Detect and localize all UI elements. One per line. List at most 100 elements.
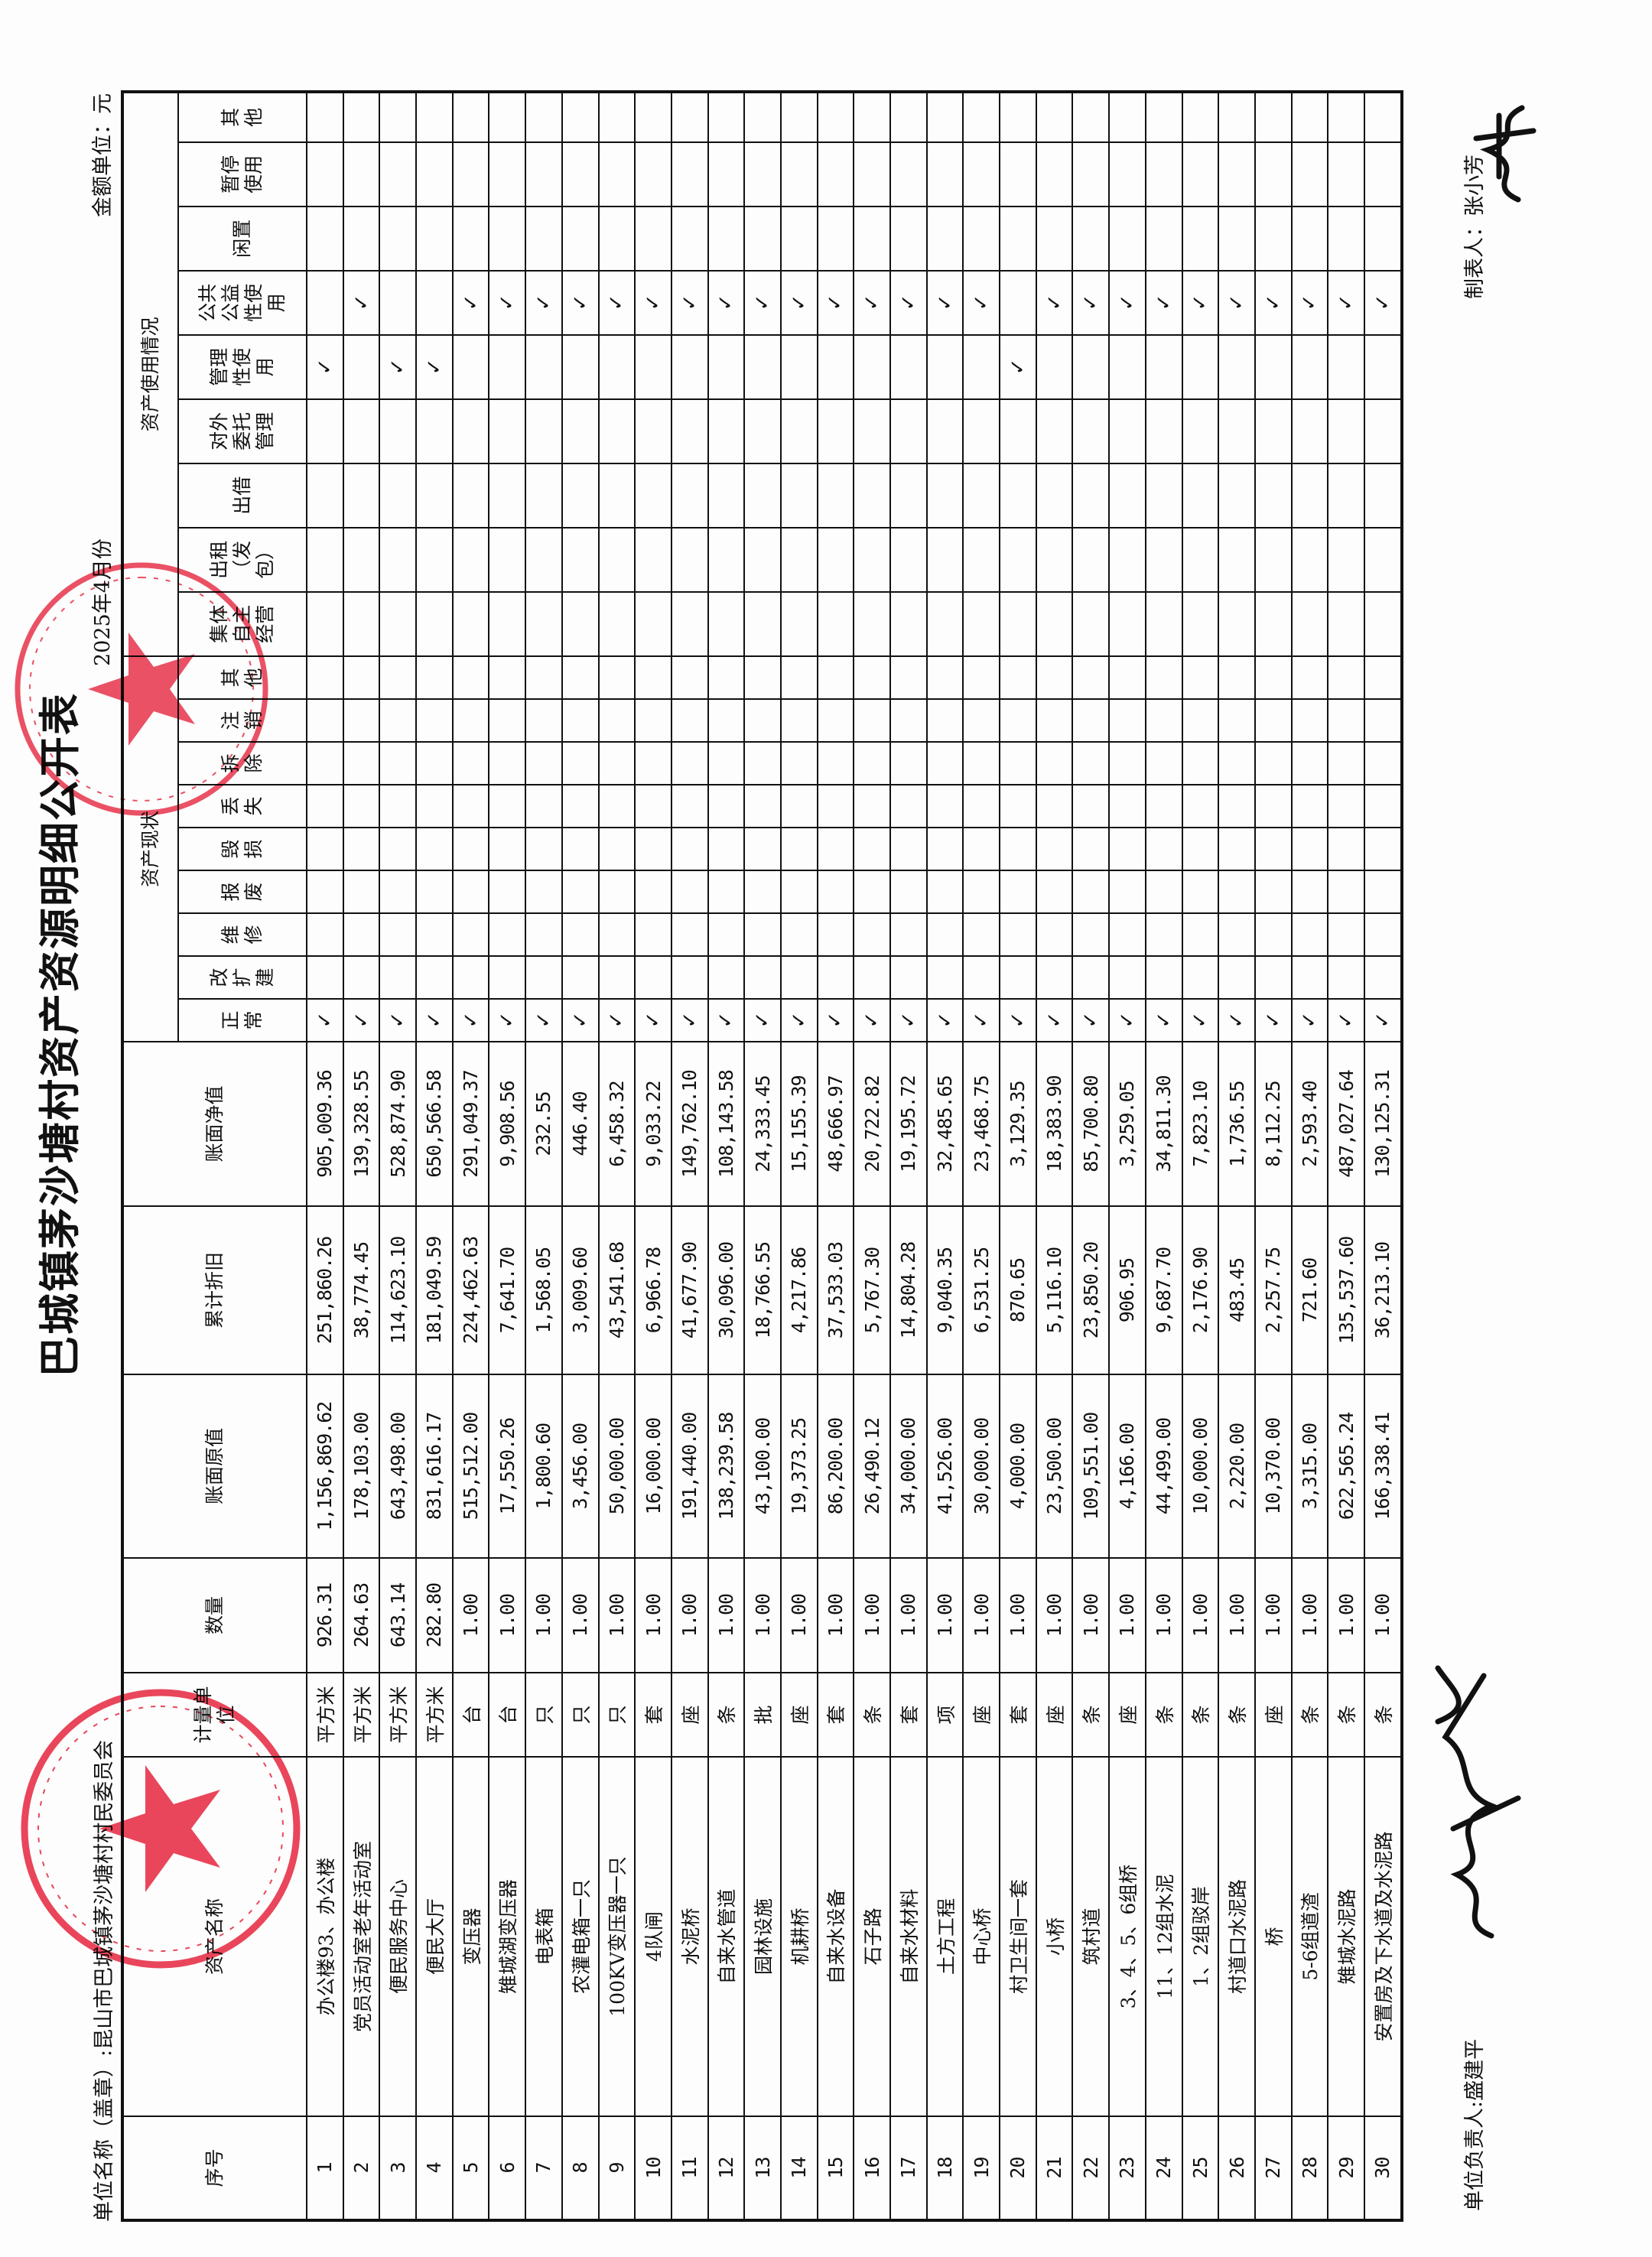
usage-check-mark: ✓ <box>452 270 489 335</box>
usage-cell <box>343 398 380 463</box>
usage-check-mark: ✓ <box>780 270 818 335</box>
asset-name: 3、4、5、6组桥 <box>1109 1757 1146 2116</box>
status-cell <box>416 870 453 913</box>
usage-cell <box>635 398 672 463</box>
status-check-mark: ✓ <box>707 999 745 1042</box>
status-cell <box>1036 655 1073 699</box>
status-cell <box>926 870 964 913</box>
unit: 平方米 <box>379 1673 417 1757</box>
usage-cell <box>1254 334 1292 399</box>
status-check-mark: ✓ <box>489 999 526 1042</box>
accumulated-depreciation: 5,116.10 <box>1036 1206 1073 1374</box>
usage-cell <box>561 463 599 528</box>
status-check-mark: ✓ <box>744 999 781 1042</box>
status-cell <box>1036 956 1073 999</box>
usage-cell <box>1036 141 1073 207</box>
usage-cell <box>1364 91 1402 142</box>
original-value: 44,499.00 <box>1145 1374 1182 1558</box>
usage-cell <box>1109 334 1146 399</box>
asset-name: 土方工程 <box>926 1757 964 2116</box>
usage-cell <box>416 463 453 528</box>
asset-name: 办公楼93、办公楼 <box>307 1757 343 2116</box>
status-check-mark: ✓ <box>1072 999 1110 1042</box>
unit-name: 单位名称（盖章）:昆山市巴城镇茅沙塘村村民委员会 <box>93 1739 116 2222</box>
usage-cell <box>1036 398 1073 463</box>
header-no: 序号 <box>122 2116 307 2220</box>
net-value: 446.40 <box>561 1042 599 1206</box>
status-cell <box>1254 655 1292 699</box>
header-status-5: 丢失 <box>178 785 307 828</box>
status-cell <box>489 785 526 828</box>
accumulated-depreciation: 114,623.10 <box>379 1206 417 1374</box>
table-row: 27 桥座 1.00 10,370.00 2,257.75 8,112.25 ✓ ✓ <box>1254 91 1292 2220</box>
asset-name: 党员活动室老年活动室 <box>343 1757 380 2116</box>
asset-name: 安置房及下水道及水泥路 <box>1364 1757 1402 2116</box>
unit: 座 <box>963 1673 1000 1757</box>
header-usage-8: 其他 <box>178 91 307 142</box>
asset-name: 水泥桥 <box>671 1757 708 2116</box>
asset-name: 雉城湖变压器 <box>489 1757 526 2116</box>
status-cell <box>707 870 745 913</box>
usage-cell <box>671 463 708 528</box>
usage-cell <box>635 206 672 271</box>
original-value: 515,512.00 <box>452 1374 489 1558</box>
usage-cell <box>561 527 599 592</box>
quantity: 1.00 <box>1291 1558 1328 1673</box>
header-name: 资产名称 <box>122 1757 307 2116</box>
table-row: 23 3、4、5、6组桥座 1.00 4,166.00 906.95 3,259.05 ✓ ✓ <box>1109 91 1146 2220</box>
status-cell <box>307 870 343 913</box>
usage-cell <box>525 527 562 592</box>
usage-cell <box>1036 527 1073 592</box>
status-cell <box>817 828 854 870</box>
accumulated-depreciation: 23,850.20 <box>1072 1206 1110 1374</box>
unit: 平方米 <box>307 1673 343 1757</box>
status-cell <box>525 742 562 785</box>
status-cell <box>744 785 781 828</box>
original-value: 166,338.41 <box>1364 1374 1402 1558</box>
status-cell <box>635 785 672 828</box>
status-check-mark: ✓ <box>890 999 927 1042</box>
table-row: 12 自来水管道条 1.00 138,239.58 30,096.00 108,143.5… <box>707 91 745 2220</box>
status-cell <box>379 870 417 913</box>
status-cell <box>926 785 964 828</box>
quantity: 1.00 <box>1036 1558 1073 1673</box>
row-no: 26 <box>1218 2116 1255 2220</box>
status-cell <box>1072 699 1110 742</box>
accumulated-depreciation: 181,049.59 <box>416 1206 453 1374</box>
row-no: 13 <box>744 2116 781 2220</box>
status-check-mark: ✓ <box>671 999 708 1042</box>
usage-check-mark: ✓ <box>635 270 672 335</box>
quantity: 1.00 <box>890 1558 927 1673</box>
status-cell <box>1000 913 1036 956</box>
status-cell <box>343 742 380 785</box>
header-usage-7: 暂停使用 <box>178 141 307 207</box>
status-check-mark: ✓ <box>1364 999 1402 1042</box>
table-row: 16 石子路条 1.00 26,490.12 5,767.30 20,722.82 ✓ ✓ <box>854 91 890 2220</box>
status-cell <box>561 655 599 699</box>
status-cell <box>525 785 562 828</box>
usage-cell <box>744 463 781 528</box>
original-value: 86,200.00 <box>817 1374 854 1558</box>
status-cell <box>1328 956 1364 999</box>
asset-name: 中心桥 <box>963 1757 1000 2116</box>
usage-cell <box>707 398 745 463</box>
net-value: 905,009.36 <box>307 1042 343 1206</box>
status-cell <box>707 956 745 999</box>
usage-cell <box>707 141 745 207</box>
header-status-8: 其他 <box>178 655 307 699</box>
usage-cell <box>1145 527 1182 592</box>
net-value: 24,333.45 <box>744 1042 781 1206</box>
usage-cell <box>489 463 526 528</box>
usage-cell <box>379 527 417 592</box>
status-check-mark: ✓ <box>1218 999 1255 1042</box>
usage-cell <box>489 206 526 271</box>
usage-cell <box>1109 527 1146 592</box>
usage-cell <box>817 591 854 656</box>
status-cell <box>1072 913 1110 956</box>
accumulated-depreciation: 36,213.10 <box>1364 1206 1402 1374</box>
unit: 座 <box>1036 1673 1073 1757</box>
status-cell <box>1000 785 1036 828</box>
net-value: 3,259.05 <box>1109 1042 1146 1206</box>
status-cell <box>707 828 745 870</box>
status-cell <box>1328 655 1364 699</box>
